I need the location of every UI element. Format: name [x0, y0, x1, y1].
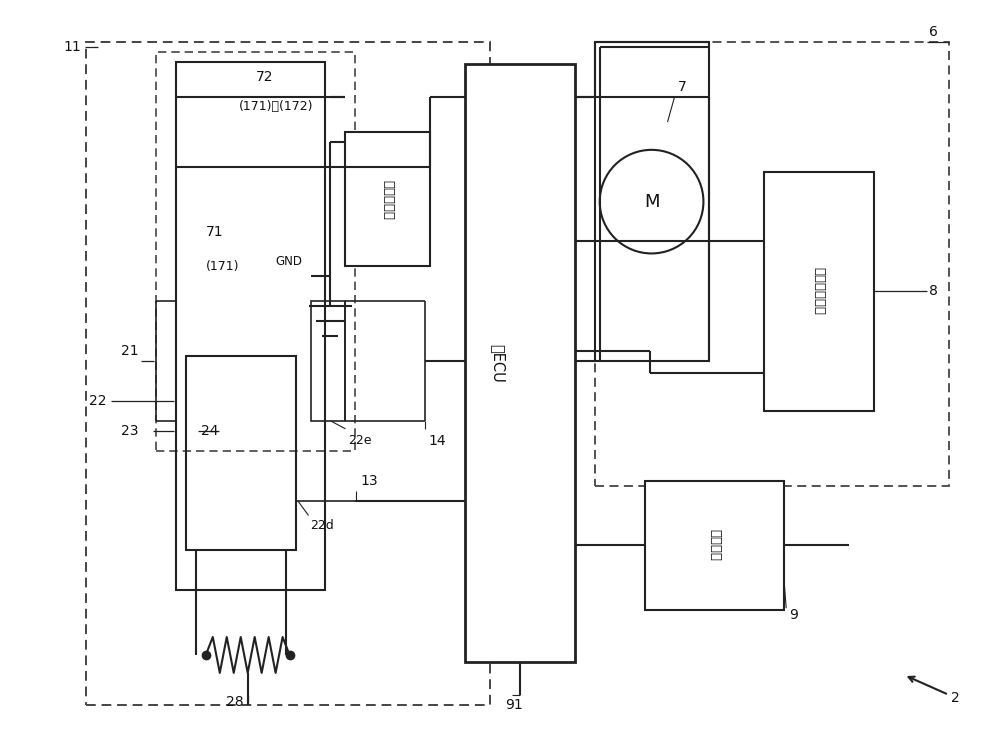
Text: 8: 8	[929, 285, 938, 298]
Text: 位置検測裝置: 位置検測裝置	[813, 267, 826, 315]
Text: 22: 22	[89, 394, 107, 408]
Text: 22d: 22d	[311, 519, 334, 532]
Bar	[156, 53, 355, 451]
Bar	[595, 42, 709, 361]
Text: 71: 71	[206, 225, 223, 239]
Bar	[645, 481, 784, 610]
Bar	[86, 42, 490, 704]
Text: 13: 13	[360, 474, 378, 487]
Text: 2: 2	[951, 691, 959, 704]
Bar	[764, 172, 874, 411]
Text: 22e: 22e	[348, 434, 372, 448]
Bar	[176, 62, 325, 590]
Text: 91: 91	[505, 698, 523, 712]
Text: 11: 11	[63, 41, 81, 54]
Bar	[311, 301, 345, 421]
Text: 9: 9	[789, 608, 798, 622]
Text: 24: 24	[201, 424, 218, 438]
Text: 操作開關: 操作開關	[708, 529, 721, 561]
Text: 28: 28	[226, 695, 243, 709]
Text: 6: 6	[929, 26, 938, 39]
Text: 門ECU: 門ECU	[491, 344, 506, 382]
Text: GND: GND	[276, 255, 303, 268]
Text: 72: 72	[256, 70, 273, 84]
Text: 23: 23	[121, 424, 139, 438]
Bar	[186, 356, 296, 550]
Text: (171)～(172): (171)～(172)	[239, 101, 313, 113]
Text: M: M	[644, 193, 659, 210]
Bar	[595, 42, 949, 486]
Text: 21: 21	[121, 344, 139, 358]
Text: 通電探測部: 通電探測部	[381, 179, 394, 219]
Circle shape	[600, 150, 703, 253]
Text: 7: 7	[678, 80, 686, 94]
Text: 14: 14	[428, 434, 446, 448]
Text: (171): (171)	[206, 260, 239, 273]
Bar	[345, 132, 430, 267]
Bar	[465, 64, 575, 662]
